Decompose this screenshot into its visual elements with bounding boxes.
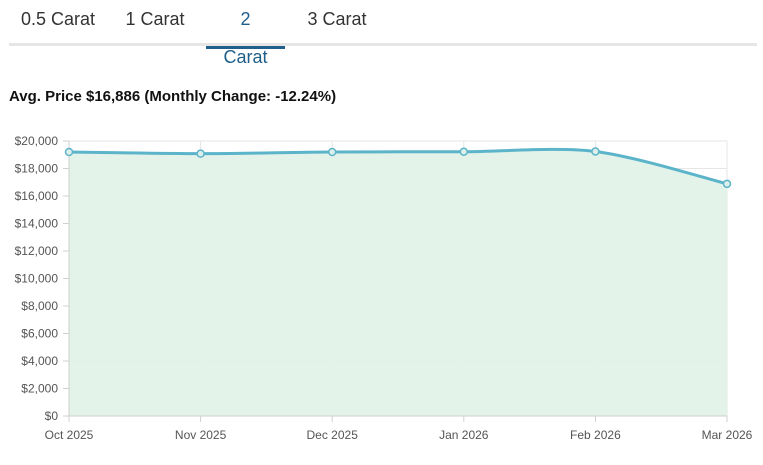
tab-label: 1 Carat [125,9,185,29]
x-tick-label: Jan 2026 [439,428,489,442]
price-markers [64,147,732,189]
y-tick-label: $6,000 [21,327,58,341]
tab-3-carat[interactable]: 3 Carat [295,0,379,46]
chart-axes [63,140,728,422]
x-tick-label: Dec 2025 [307,428,359,442]
data-point [64,147,74,157]
y-tick-label: $12,000 [15,244,59,258]
tab-0-5-carat[interactable]: 0.5 Carat [9,0,107,46]
y-tick-label: $16,000 [15,189,59,203]
y-tick-label: $8,000 [21,299,58,313]
y-axis-labels: $0 $2,000 $4,000 $6,000 $8,000 $10,000 $12,000… [15,134,59,423]
y-tick-label: $0 [45,409,59,423]
carat-tabs: 0.5 Carat 1 Carat 2 Carat 3 Carat [9,0,757,67]
y-tick-label: $20,000 [15,134,59,148]
x-tick-label: Mar 2026 [702,428,753,442]
y-tick-label: $4,000 [21,354,58,368]
active-tab-indicator [206,46,285,49]
tab-2-carat[interactable]: 2 Carat [206,0,285,67]
price-area-fill [69,149,727,416]
x-tick-label: Nov 2025 [175,428,227,442]
data-point [459,147,469,156]
data-point [196,149,205,158]
data-point [591,147,600,156]
tab-label: 0.5 Carat [20,9,96,29]
tab-label: 2 Carat [223,9,268,67]
average-price-value: $16,886 [85,88,141,105]
price-line [67,147,729,186]
x-tick-label: Feb 2026 [570,428,621,442]
tab-1-carat[interactable]: 1 Carat [113,0,197,46]
y-tick-label: $18,000 [15,162,59,176]
monthly-change: (Monthly Change: -12.24%) [144,88,337,105]
y-tick-label: $14,000 [15,217,59,231]
y-tick-label: $2,000 [21,382,58,396]
x-tick-label: Oct 2025 [45,428,94,442]
x-axis-labels: Oct 2025 Nov 2025 Dec 2025 Jan 2026 Feb 2026… [45,428,753,442]
price-prefix: Avg. Price [9,88,82,105]
data-point [327,147,337,157]
data-point [722,179,732,189]
y-tick-label: $10,000 [15,272,59,286]
average-price-summary: Avg. Price $16,886 (Monthly Change: -12.… [9,88,336,105]
tab-label: 3 Carat [307,9,367,29]
